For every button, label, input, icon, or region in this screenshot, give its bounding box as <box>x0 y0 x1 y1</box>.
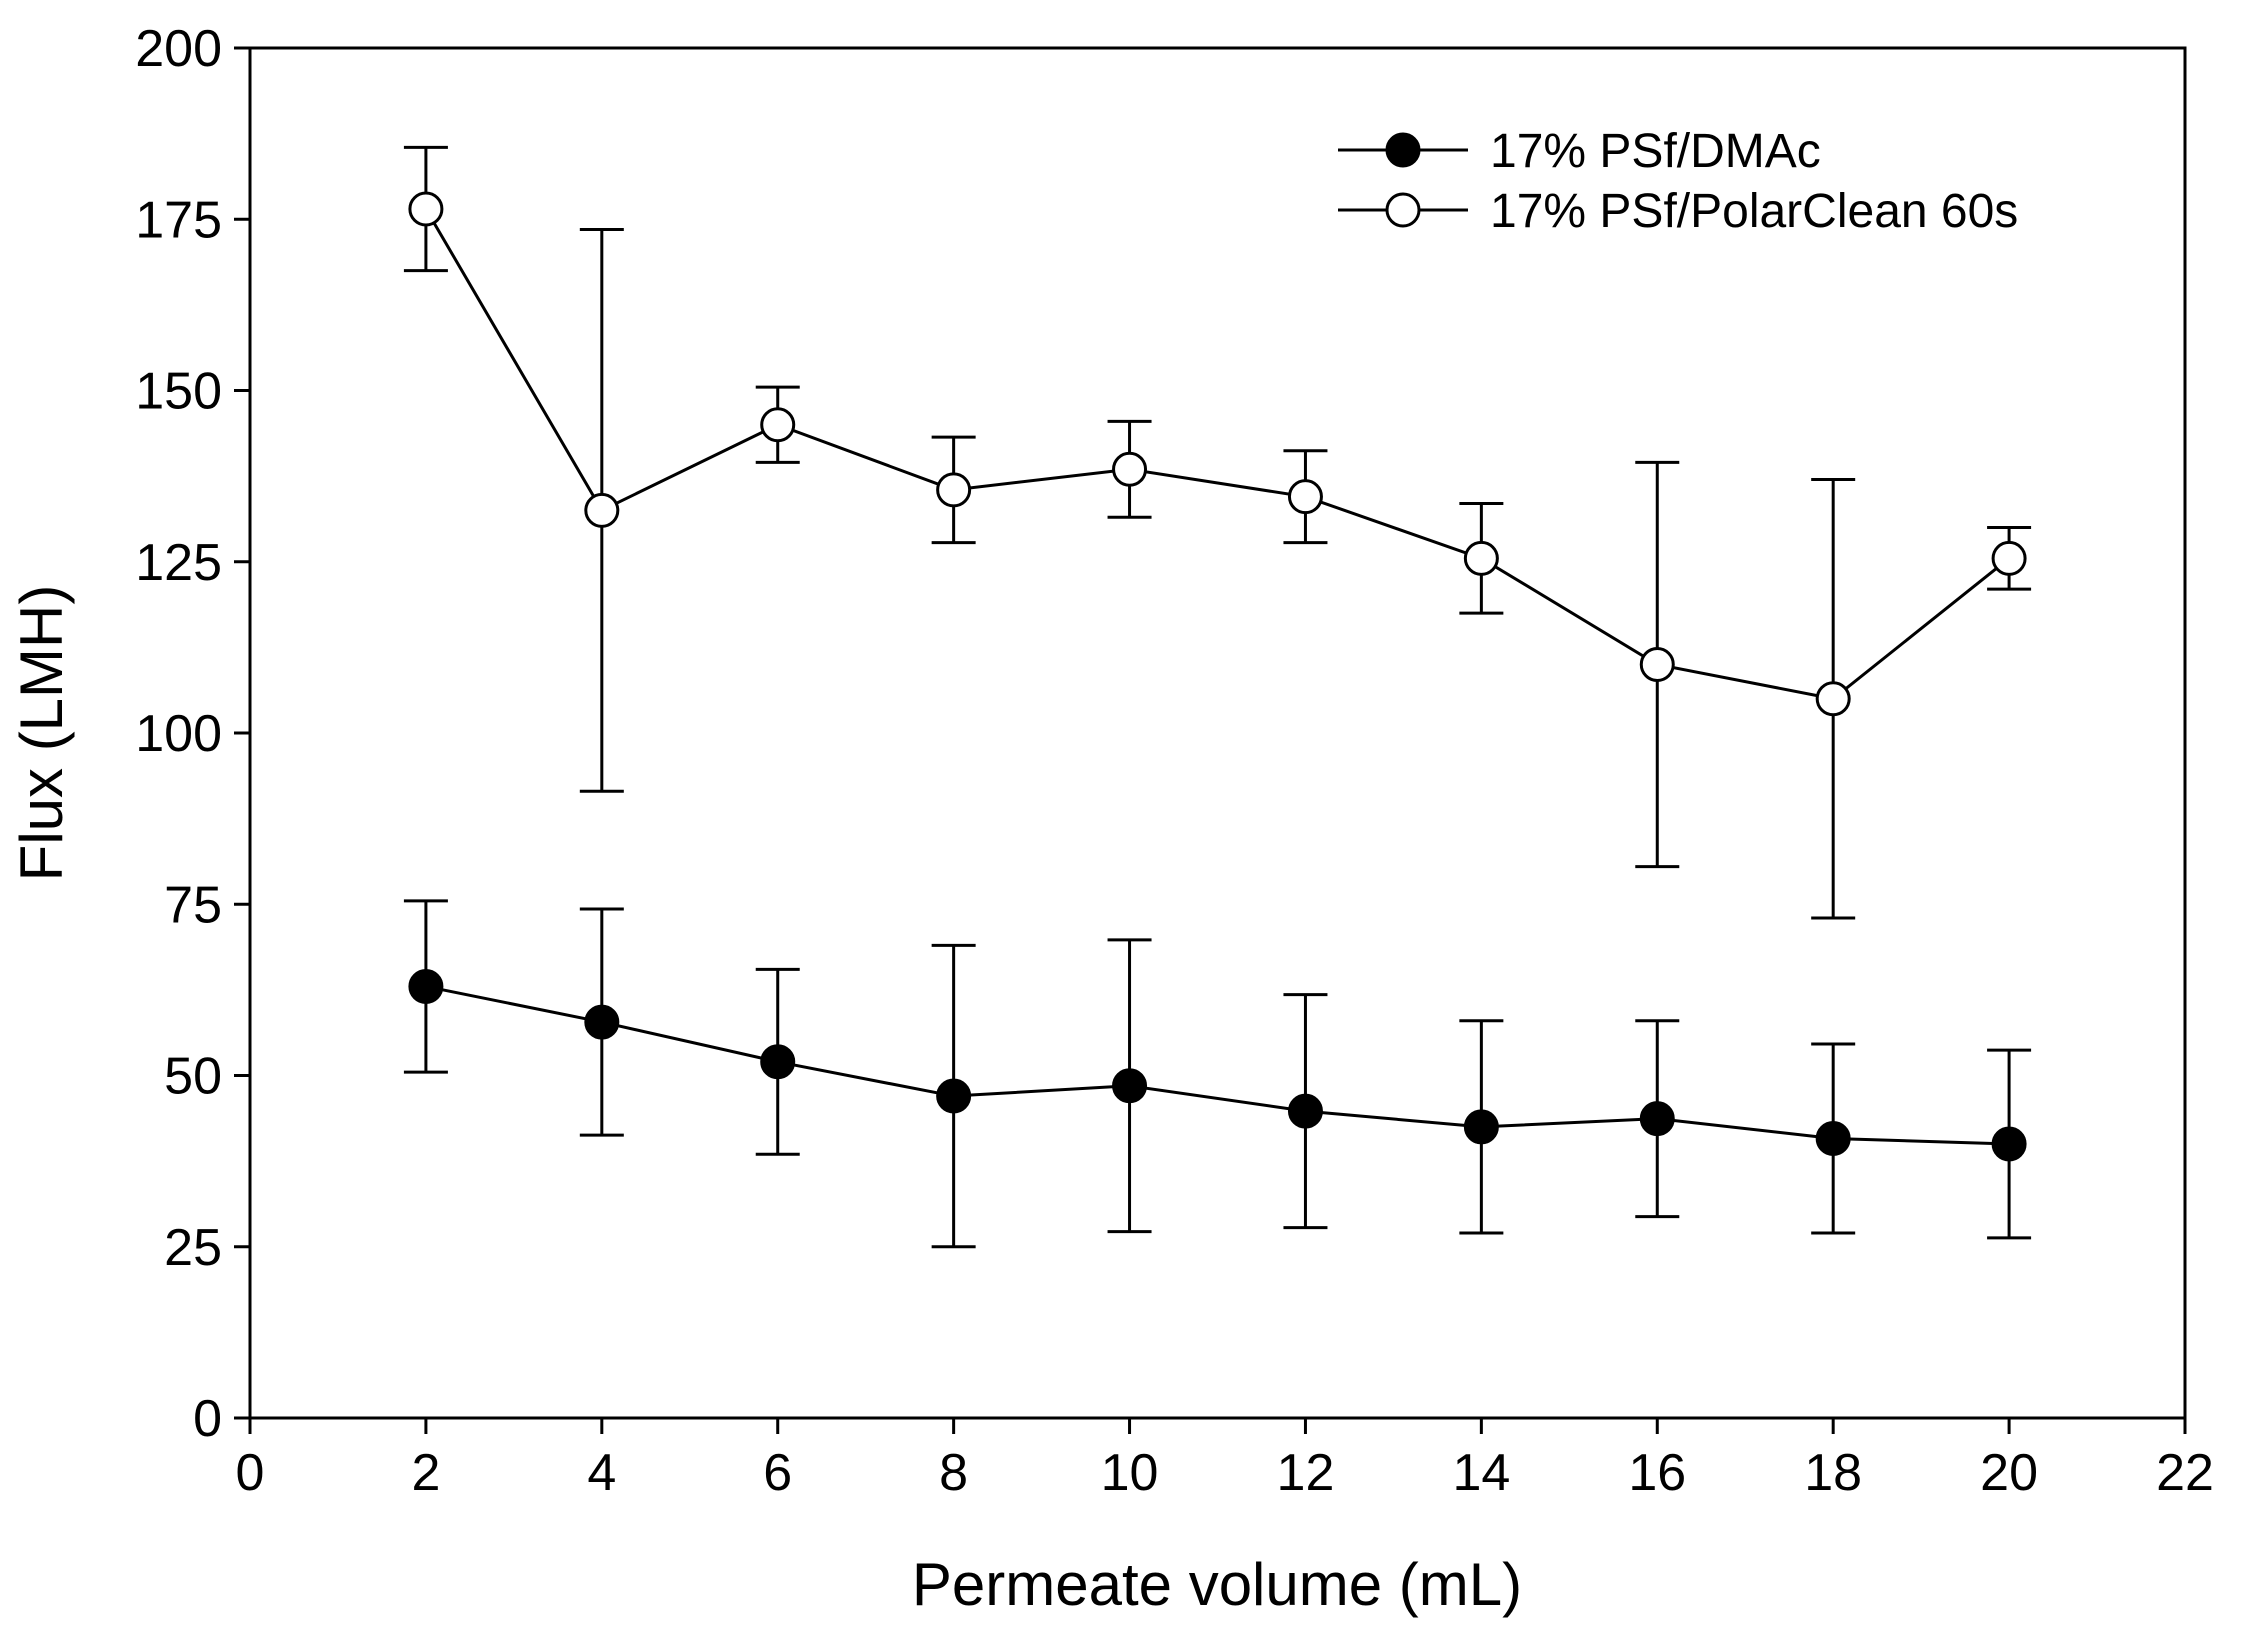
x-tick-label: 22 <box>2156 1444 2214 1502</box>
plot-frame <box>248 46 2187 1420</box>
y-tick-label: 25 <box>164 1219 222 1277</box>
data-point <box>1112 451 1148 487</box>
data-point <box>1463 540 1499 576</box>
x-tick-label: 2 <box>411 1444 440 1502</box>
data-point <box>584 492 620 528</box>
series-line <box>424 208 2011 701</box>
series-0 <box>403 899 2032 1249</box>
data-point <box>1991 540 2027 576</box>
x-tick-label: 4 <box>587 1444 616 1502</box>
y-tick-label: 100 <box>135 705 222 763</box>
x-tick-label: 8 <box>939 1444 968 1502</box>
x-tick-label: 16 <box>1628 1444 1686 1502</box>
y-tick-label: 175 <box>135 191 222 249</box>
data-point <box>1639 1101 1675 1137</box>
data-point <box>1815 681 1851 717</box>
data-point <box>1112 1068 1148 1104</box>
data-point <box>1463 1109 1499 1145</box>
y-tick-label: 150 <box>135 363 222 421</box>
series-line <box>425 984 2010 1146</box>
data-point <box>408 191 444 227</box>
x-tick-label: 20 <box>1980 1444 2038 1502</box>
y-tick-label: 0 <box>193 1390 222 1448</box>
x-tick-label: 10 <box>1101 1444 1159 1502</box>
legend-marker-dmac <box>1385 132 1421 168</box>
data-point <box>1287 1093 1323 1129</box>
legend: 17% PSf/DMAc 17% PSf/PolarClean 60s <box>1338 125 2018 238</box>
legend-label-polarclean: 17% PSf/PolarClean 60s <box>1490 185 2018 238</box>
x-axis-title: Permeate volume (mL) <box>912 1551 1522 1618</box>
data-point <box>936 472 972 508</box>
y-tick-label: 50 <box>164 1048 222 1106</box>
data-point <box>1815 1121 1851 1157</box>
series-layer <box>403 145 2032 1249</box>
data-point <box>1639 647 1675 682</box>
data-point <box>760 407 796 443</box>
legend-label-dmac: 17% PSf/DMAc <box>1490 125 1821 178</box>
axis-ticks: 0 2 4 6 8 10 12 14 16 18 20 22 0 25 50 75 100 125 150 175 20… <box>135 20 2214 1502</box>
x-tick-label: 12 <box>1277 1444 1335 1502</box>
data-point <box>1991 1126 2027 1162</box>
legend-marker-polarclean <box>1385 192 1421 228</box>
y-tick-label: 125 <box>135 534 222 592</box>
series-1 <box>403 145 2032 920</box>
data-point <box>584 1004 620 1040</box>
x-tick-label: 0 <box>236 1444 265 1502</box>
x-tick-label: 18 <box>1804 1444 1862 1502</box>
x-tick-label: 14 <box>1452 1444 1510 1502</box>
data-point <box>760 1044 796 1080</box>
y-tick-label: 75 <box>164 876 222 934</box>
x-tick-label: 6 <box>763 1444 792 1502</box>
data-point <box>936 1078 972 1114</box>
data-point <box>1287 479 1323 515</box>
y-axis-title: Flux (LMH) <box>8 585 75 882</box>
y-tick-label: 200 <box>135 20 222 78</box>
data-point <box>408 968 444 1004</box>
